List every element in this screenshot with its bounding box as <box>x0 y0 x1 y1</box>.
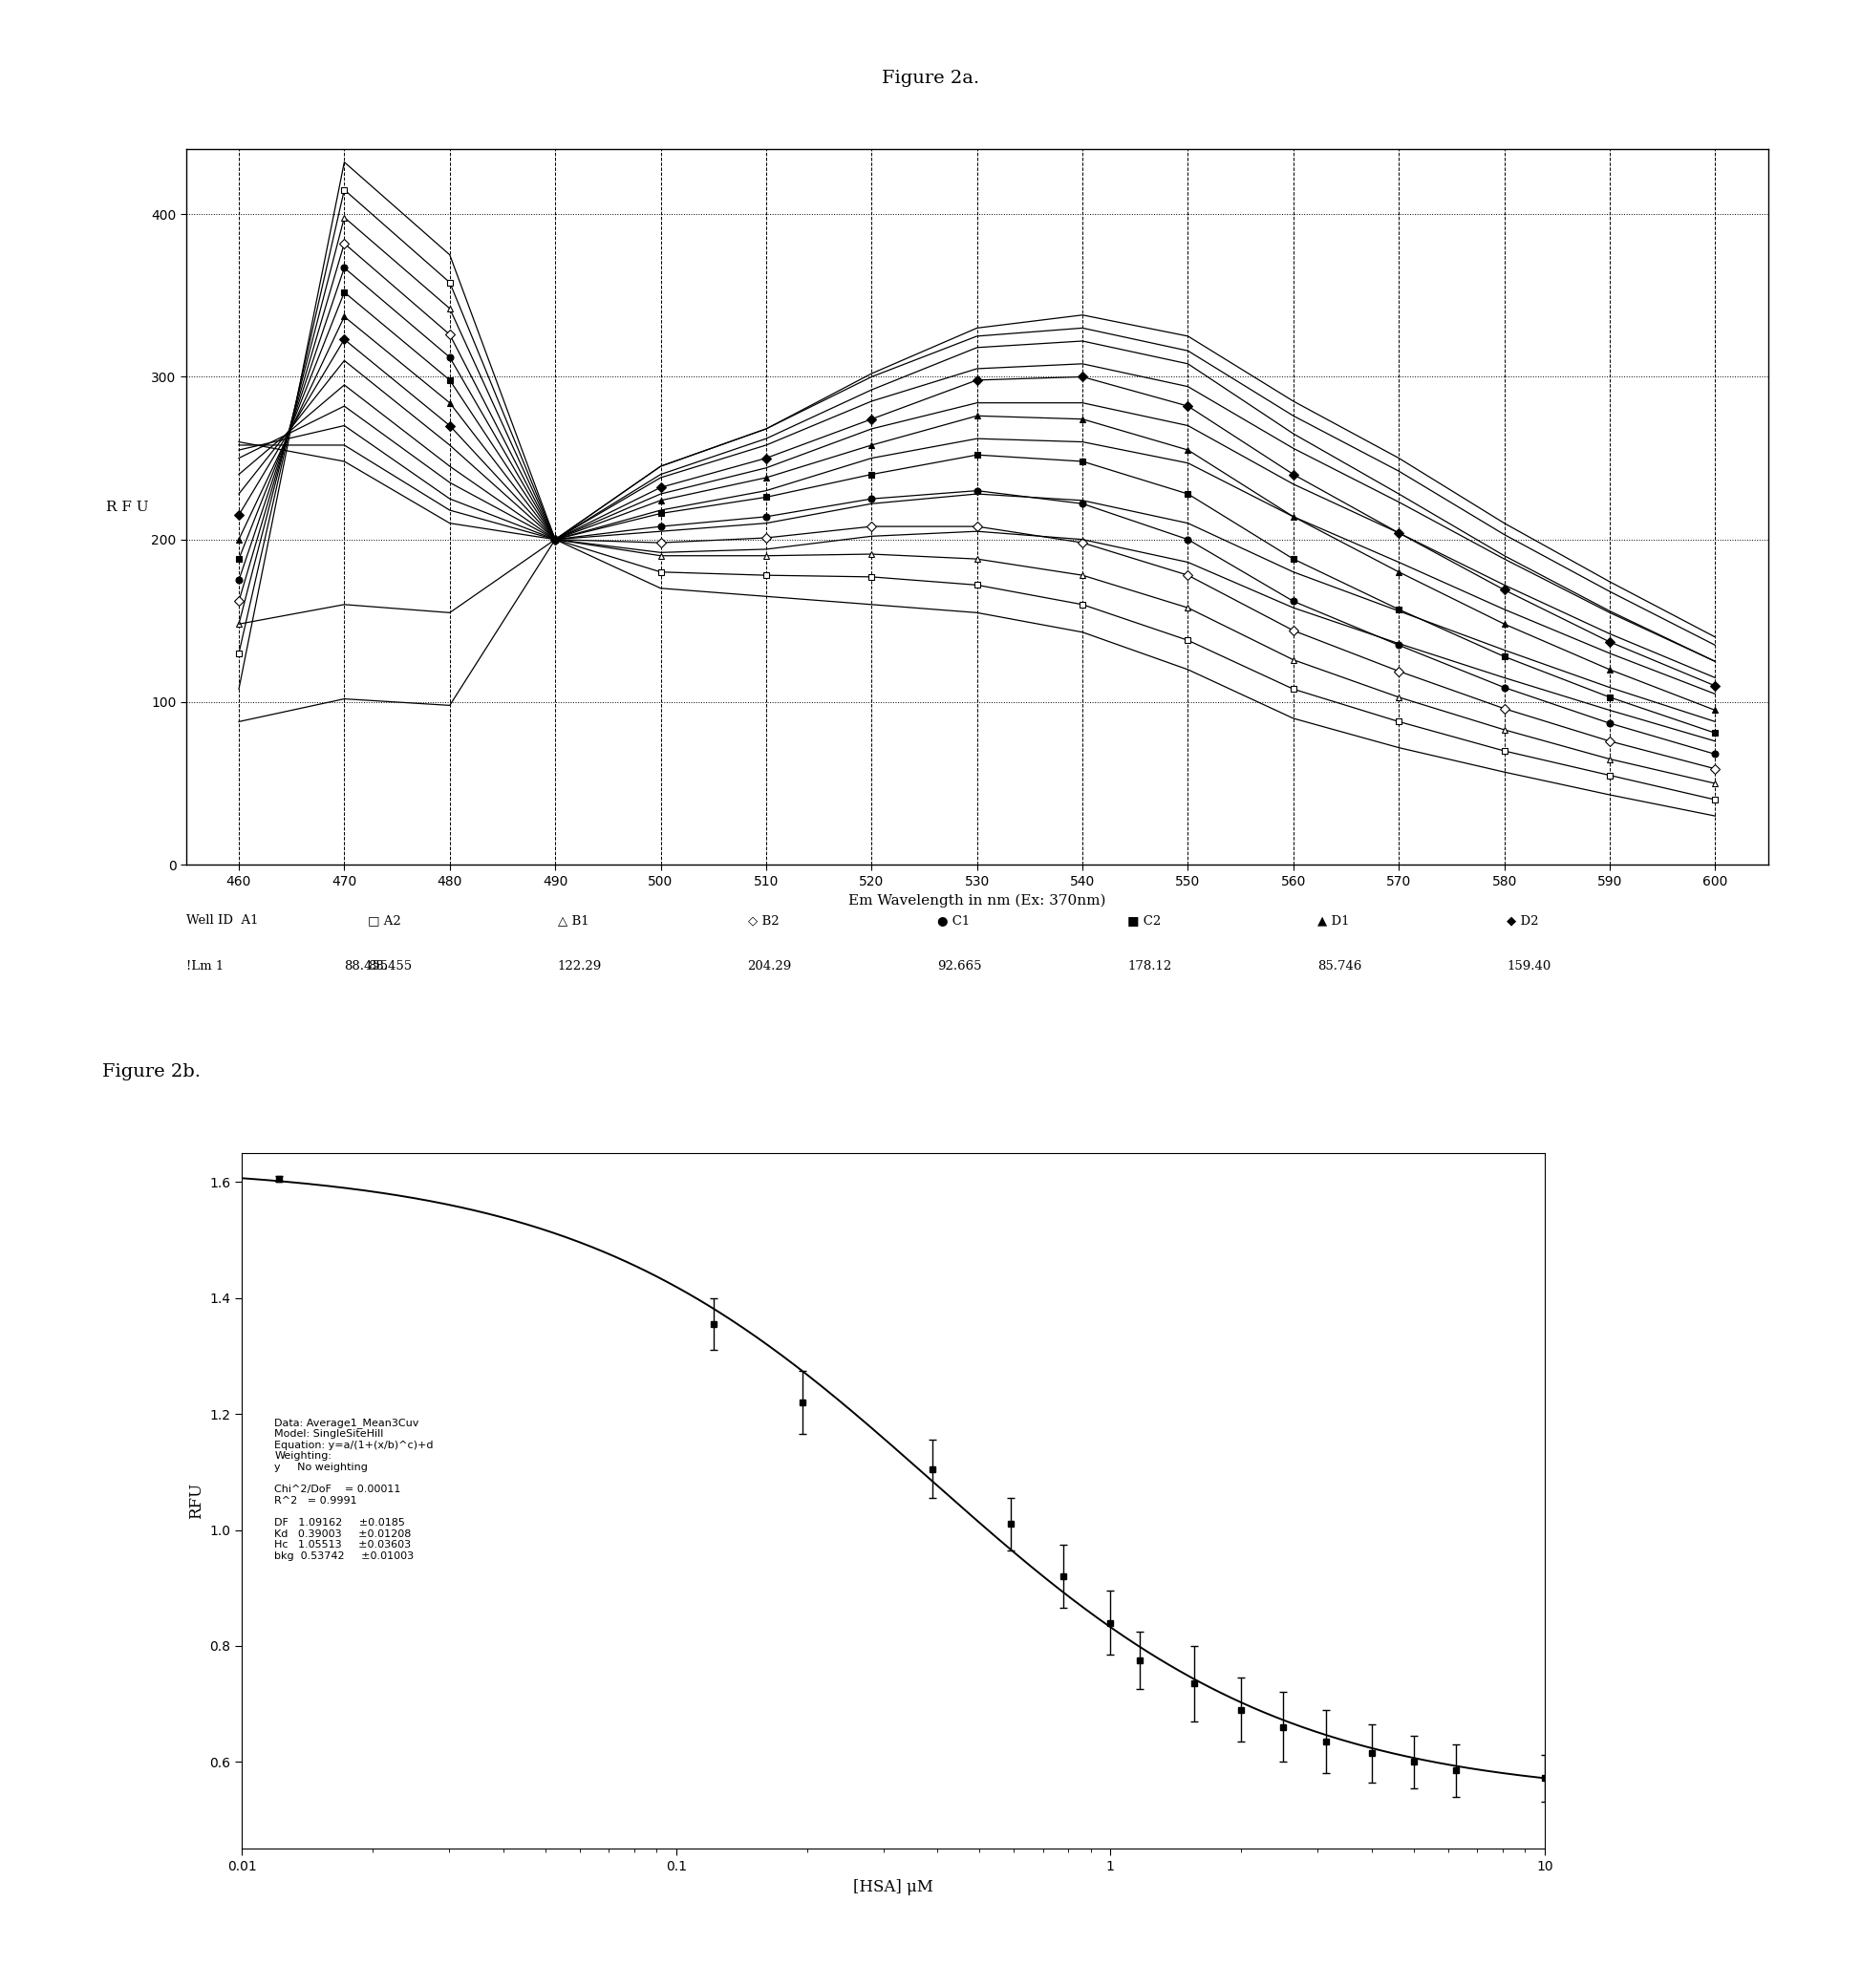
X-axis label: Em Wavelength in nm (Ex: 370nm): Em Wavelength in nm (Ex: 370nm) <box>849 893 1105 907</box>
Text: △ B1: △ B1 <box>558 914 588 926</box>
Text: Figure 2a.: Figure 2a. <box>882 70 979 87</box>
Text: 122.29: 122.29 <box>558 960 601 972</box>
Text: 204.29: 204.29 <box>748 960 791 972</box>
Text: Figure 2b.: Figure 2b. <box>102 1064 201 1081</box>
Text: Data: Average1_Mean3Cuv
Model: SingleSiteHill
Equation: y=a/(1+(x/b)^c)+d
Weight: Data: Average1_Mean3Cuv Model: SingleSit… <box>275 1417 434 1561</box>
Text: !Lm 1: !Lm 1 <box>186 960 223 972</box>
Text: ● C1: ● C1 <box>938 914 970 926</box>
Text: 92.665: 92.665 <box>938 960 983 972</box>
Text: Well ID  A1: Well ID A1 <box>186 914 259 926</box>
Text: 178.12: 178.12 <box>1128 960 1171 972</box>
Y-axis label: RFU: RFU <box>188 1483 205 1519</box>
Text: 88.455: 88.455 <box>344 960 389 972</box>
Text: ▲ D1: ▲ D1 <box>1318 914 1349 926</box>
Text: ◇ B2: ◇ B2 <box>748 914 778 926</box>
Text: 88.455: 88.455 <box>368 960 411 972</box>
Text: 85.746: 85.746 <box>1318 960 1362 972</box>
X-axis label: [HSA] μM: [HSA] μM <box>852 1879 934 1895</box>
Text: □ A2: □ A2 <box>368 914 402 926</box>
Y-axis label: R F U: R F U <box>106 501 149 513</box>
Text: ■ C2: ■ C2 <box>1128 914 1161 926</box>
Text: 159.40: 159.40 <box>1507 960 1550 972</box>
Text: ◆ D2: ◆ D2 <box>1507 914 1539 926</box>
